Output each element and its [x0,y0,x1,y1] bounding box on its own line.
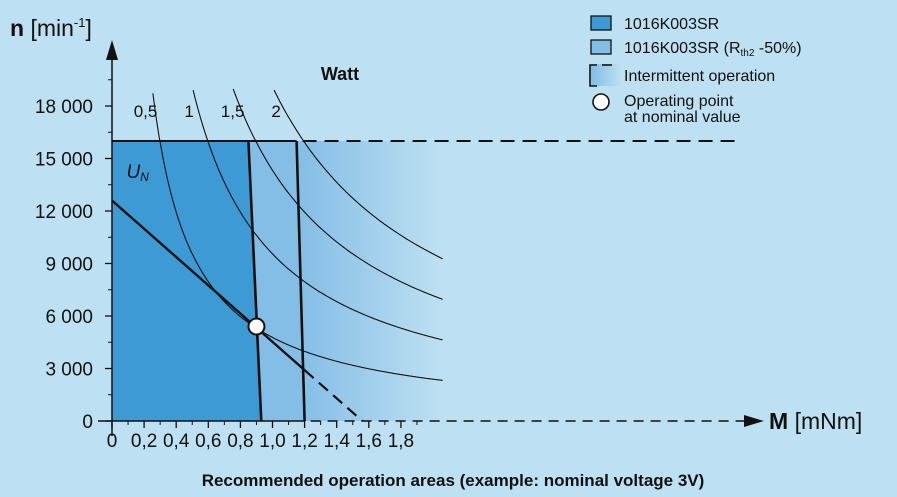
power-curves [152,88,443,381]
power-curves-title: Watt [321,64,359,84]
legend-intermittent-bracket [589,64,597,87]
x-tick-label: 1,2 [291,431,317,452]
nominal-voltage-label: UN [126,162,149,184]
legend-operating-point-marker [592,93,610,111]
x-tick-label: 0,2 [131,431,157,452]
intermittent-region [296,141,442,421]
y-axis-arrow [106,40,118,60]
y-tick-label: 18 000 [35,97,93,118]
y-axis-label: n [min-1] [10,15,92,41]
y-tick-label: 9 000 [45,255,93,276]
power-curve-labels: 0,5 1 1,5 2 [134,102,281,121]
legend-swatch-continuous [590,15,612,31]
x-tick-label: 1,8 [388,431,414,452]
chart-caption: Recommended operation areas (example: no… [202,471,705,490]
y-tick-label: 12 000 [35,202,93,223]
x-tick-label: 0,8 [227,431,253,452]
x-tick-label: 0,4 [163,431,190,452]
x-tick-label: 0 [107,431,118,452]
x-tick-label: 1,0 [259,431,285,452]
axis-ticks: 0 0,2 0,4 0,6 0,8 1,0 1,2 1,4 1,6 1,8 0 3 000 6 000 9… [35,79,418,452]
legend: 1016K003SR 1016K003SR (Rth2 -50%) Interm… [589,15,802,126]
power-curve-0-5 [152,93,443,381]
operating-point [247,317,266,336]
legend-swatch-intermittent [591,64,621,86]
x-tick-label: 0,6 [195,431,221,452]
power-label: 1 [184,102,193,121]
x-axis-label: M [mNm] [769,408,862,434]
power-curve-1-5 [232,88,443,300]
extended-boundary [295,140,306,422]
extended-region [248,141,305,421]
power-label: 2 [271,102,280,121]
legend-label-continuous: 1016K003SR [624,16,719,33]
power-label: 0,5 [134,102,158,121]
x-tick-label: 1,6 [356,431,382,452]
power-label: 1,5 [221,102,245,121]
x-axis-arrow [744,415,764,427]
continuous-region [112,141,262,421]
power-curve-1 [192,89,443,341]
legend-label-operating-point: Operating point at nominal value [624,93,741,126]
legend-label-extended: 1016K003SR (Rth2 -50%) [624,40,802,59]
y-tick-label: 15 000 [35,150,93,171]
y-tick-label: 3 000 [45,360,93,381]
x-tick-label: 1,4 [323,431,350,452]
nominal-voltage-dashed-line [303,369,364,422]
y-tick-label: 6 000 [45,307,93,328]
y-tick-label: 0 [82,412,93,433]
nominal-voltage-line [111,199,306,372]
legend-label-intermittent: Intermittent operation [624,68,775,85]
legend-swatch-extended [590,39,612,55]
power-curve-2 [273,89,443,260]
continuous-boundary [247,140,263,422]
